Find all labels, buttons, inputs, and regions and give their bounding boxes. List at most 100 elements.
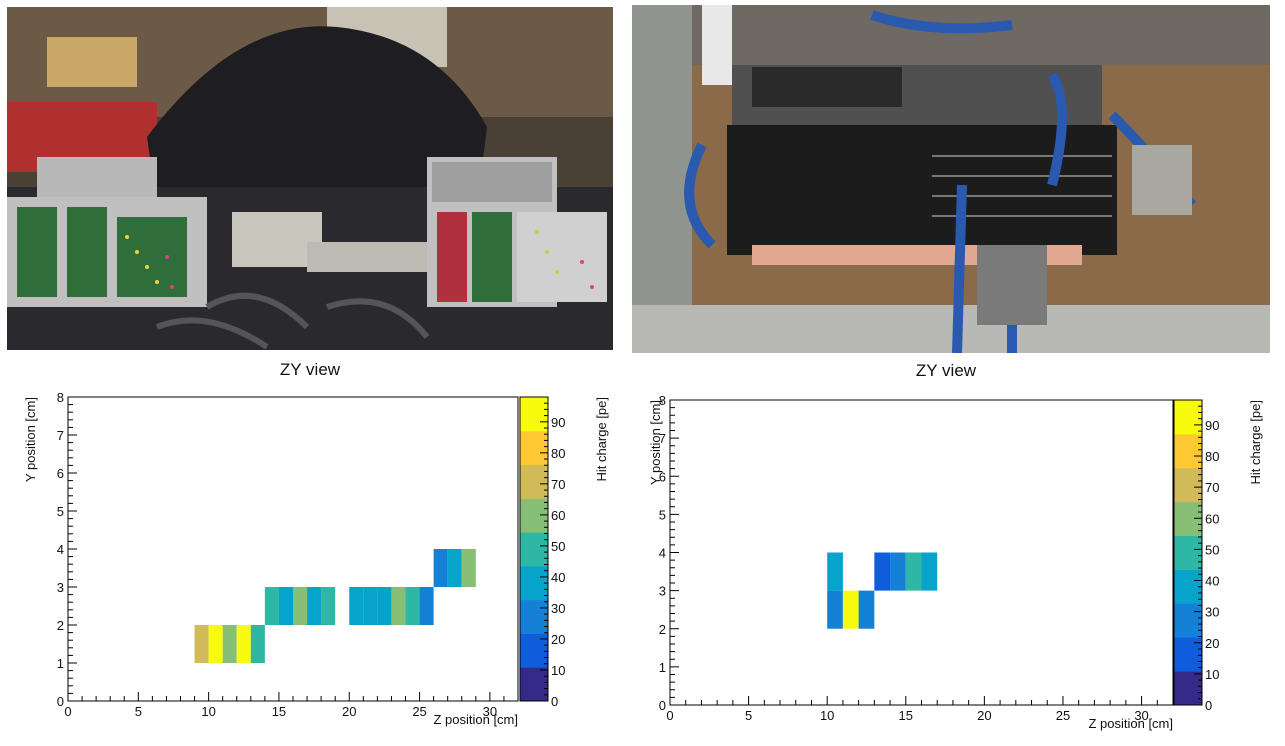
- colorbar-frame: [1173, 399, 1203, 706]
- colorbar-band: [1174, 450, 1202, 469]
- y-tick-label: 8: [659, 393, 666, 408]
- colorbar-band: [1174, 484, 1202, 503]
- y-tick-label: 3: [57, 580, 64, 595]
- colorbar-tick-label: 40: [1205, 574, 1219, 589]
- heatmap-cell: [377, 587, 392, 625]
- heatmap-cell: [293, 587, 308, 625]
- heatmap-cell: [433, 549, 448, 587]
- colorbar-band: [520, 667, 548, 685]
- x-tick-label: 0: [64, 704, 71, 719]
- colorbar-label: Hit charge [pe]: [594, 397, 609, 482]
- colorbar-band: [1174, 501, 1202, 520]
- y-tick-label: 8: [57, 390, 64, 405]
- colorbar-tick-label: 30: [1205, 605, 1219, 620]
- colorbar-band: [520, 633, 548, 651]
- colorbar-band: [1174, 654, 1202, 672]
- y-tick-label: 2: [659, 622, 666, 637]
- x-tick-label: 0: [666, 708, 673, 723]
- colorbar-tick-label: 90: [551, 415, 565, 430]
- colorbar-tick-label: 30: [551, 601, 565, 616]
- heatmap-cell: [921, 552, 938, 591]
- x-tick-label: 20: [977, 708, 991, 723]
- colorbar-band: [520, 430, 548, 449]
- lab-photo-electronics-crates: [7, 7, 613, 350]
- colorbar-band: [1174, 586, 1202, 604]
- heatmap-cell: [827, 552, 843, 591]
- heatmap-cell: [827, 590, 843, 629]
- x-tick-label: 10: [820, 708, 834, 723]
- y-tick-label: 0: [57, 694, 64, 709]
- colorbar-band: [520, 599, 548, 618]
- heatmap-cell: [391, 587, 406, 625]
- x-axis-label: Z position [cm]: [1088, 716, 1173, 731]
- x-tick-label: 10: [201, 704, 215, 719]
- heatmap-cell: [842, 590, 859, 629]
- colorbar-band: [1174, 433, 1202, 452]
- colorbar-tick-label: 0: [551, 694, 558, 709]
- colorbar-band: [1174, 535, 1202, 553]
- colorbar-tick-label: 50: [551, 539, 565, 554]
- heatmap-cell: [307, 587, 322, 625]
- colorbar-band: [1174, 467, 1202, 486]
- colorbar-band: [1174, 400, 1202, 418]
- colorbar-tick-label: 50: [1205, 542, 1219, 557]
- colorbar-band: [520, 684, 548, 702]
- colorbar-band: [1174, 552, 1202, 570]
- colorbar-tick-label: 40: [551, 570, 565, 585]
- x-tick-label: 25: [412, 704, 426, 719]
- colorbar-tick-label: 10: [551, 663, 565, 678]
- heatmap-cell: [278, 587, 293, 625]
- heatmap-cell: [905, 552, 922, 591]
- colorbar-tick-label: 10: [1205, 667, 1219, 682]
- heatmap-cell: [447, 549, 462, 587]
- heatmap-cell: [236, 625, 251, 663]
- colorbar-band: [520, 397, 548, 415]
- x-tick-label: 5: [745, 708, 752, 723]
- colorbar-band: [520, 616, 548, 634]
- y-tick-label: 1: [659, 660, 666, 675]
- colorbar-tick-label: 70: [1205, 480, 1219, 495]
- heatmap-cell: [363, 587, 378, 625]
- colorbar-band: [520, 464, 548, 482]
- colorbar-tick-label: 20: [551, 632, 565, 647]
- heatmap-cell: [250, 625, 265, 663]
- colorbar-band: [520, 532, 548, 550]
- heatmap-cell: [874, 552, 891, 591]
- heatmap-cell: [222, 625, 237, 663]
- y-tick-label: 6: [57, 466, 64, 481]
- colorbar-band: [1174, 671, 1202, 689]
- x-tick-label: 30: [483, 704, 497, 719]
- x-axis-label: Z position [cm]: [433, 712, 518, 727]
- y-tick-label: 7: [659, 431, 666, 446]
- heatmap-cell: [419, 587, 434, 625]
- x-tick-label: 25: [1056, 708, 1070, 723]
- colorbar-band: [1174, 637, 1202, 655]
- y-tick-label: 5: [57, 504, 64, 519]
- colorbar-band: [520, 481, 548, 499]
- colorbar-tick-label: 90: [1205, 418, 1219, 433]
- colorbar-band: [520, 582, 548, 601]
- y-tick-label: 4: [659, 546, 666, 561]
- heatmap-cell: [858, 590, 875, 629]
- heatmap-cell: [321, 587, 336, 625]
- heatmap-cell: [264, 587, 279, 625]
- colorbar-band: [1174, 620, 1202, 638]
- y-axis-label: Y position [cm]: [648, 400, 663, 485]
- x-tick-label: 5: [135, 704, 142, 719]
- y-tick-label: 7: [57, 428, 64, 443]
- colorbar-label: Hit charge [pe]: [1248, 400, 1263, 485]
- colorbar-tick-label: 80: [1205, 449, 1219, 464]
- y-tick-label: 4: [57, 542, 64, 557]
- y-tick-label: 3: [659, 584, 666, 599]
- colorbar-tick-label: 60: [1205, 511, 1219, 526]
- colorbar-band: [520, 565, 548, 584]
- y-tick-label: 2: [57, 618, 64, 633]
- heatmap-cell: [461, 549, 476, 587]
- zy-view-chart-left: ZY view 0 5 10 15 20 25 30 0 1 2 3 4 5 6 7 8 Z position […: [0, 355, 640, 741]
- x-tick-label: 20: [342, 704, 356, 719]
- heatmap-cell: [208, 625, 223, 663]
- colorbar-band: [520, 413, 548, 432]
- colorbar-band: [1174, 688, 1202, 706]
- colorbar-band: [520, 498, 548, 516]
- colorbar-tick-label: 80: [551, 446, 565, 461]
